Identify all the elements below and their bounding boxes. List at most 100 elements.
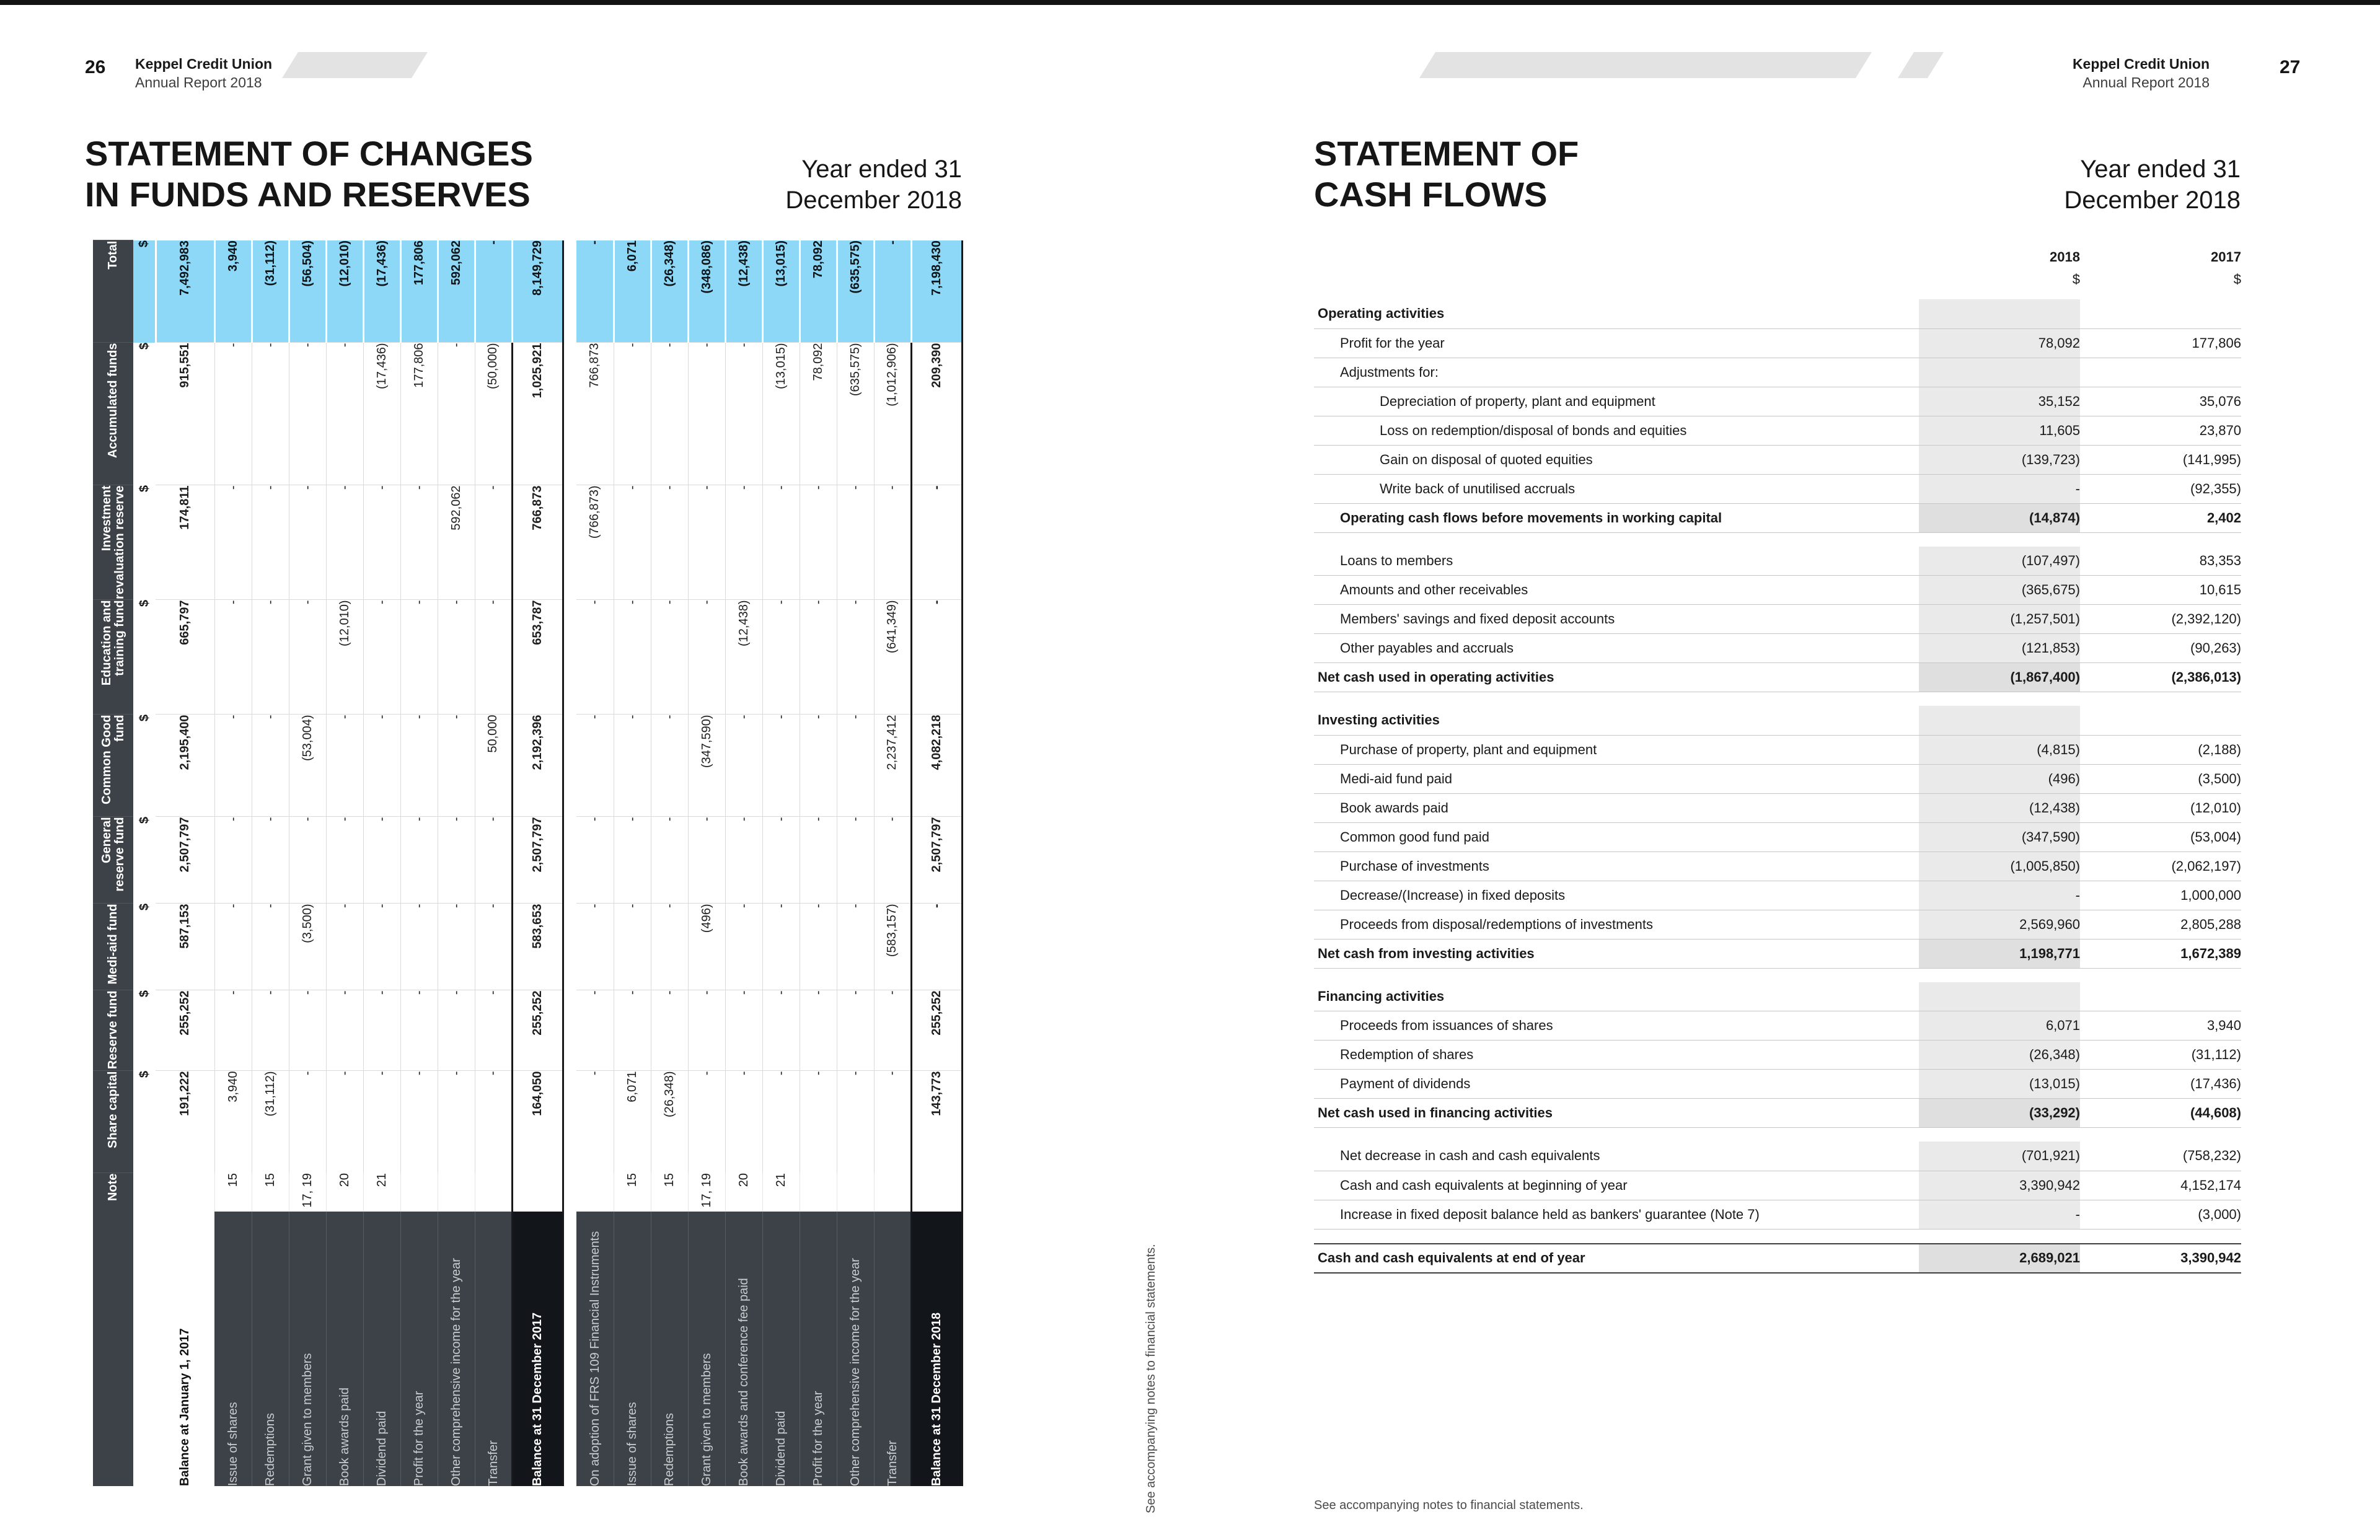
- value-cell: -: [614, 904, 651, 990]
- funds-row: Book awards and conference fee paid 20- - -…: [725, 240, 762, 1486]
- funds-row: Issue of shares 15 6,071- - - - - - -6,071: [614, 240, 651, 1486]
- currency-cell: $: [137, 817, 151, 824]
- value-2017-cell: (17,436): [2080, 1069, 2241, 1099]
- value-cell: 209,390: [911, 343, 962, 485]
- currency-cell: $: [137, 600, 151, 607]
- row-label-cell: Medi-aid fund paid: [1314, 764, 1919, 794]
- row-label-cell: Balance at 31 December 2017: [512, 1212, 563, 1486]
- year-header: 2017: [2211, 249, 2241, 265]
- value-2018-cell: (365,675): [1919, 575, 2080, 605]
- value-cell: -: [438, 600, 475, 715]
- row-label-cell: Operating cash flows before movements in…: [1314, 503, 1919, 533]
- value-2017-cell: (31,112): [2080, 1040, 2241, 1070]
- value-cell: -: [438, 715, 475, 817]
- fund-column-header: General reserve fund: [93, 817, 133, 904]
- spacer-row: [1314, 1128, 2241, 1142]
- value-2017-cell: (3,000): [2080, 1200, 2241, 1230]
- value-cell: -: [214, 817, 252, 904]
- value-cell: -: [874, 1071, 911, 1173]
- value-cell: -: [651, 990, 688, 1071]
- value-cell: -: [363, 1071, 400, 1173]
- value-2018-cell: -: [1919, 474, 2080, 504]
- gap-cell: [1314, 1128, 2241, 1142]
- value-cell: -: [576, 904, 614, 990]
- value-2018-cell: 2,569,960: [1919, 910, 2080, 939]
- value-cell: -: [326, 904, 363, 990]
- value-2018-cell: (347,590): [1919, 822, 2080, 852]
- year-header-row: 2018 2017: [1314, 245, 2241, 270]
- funds-row: Profit for the year - - - - - - -177,806 177,806: [400, 240, 438, 1486]
- row-label-cell: Purchase of investments: [1314, 851, 1919, 881]
- value-cell: -: [363, 904, 400, 990]
- note-cell: [156, 1173, 214, 1212]
- value-cell: -: [363, 817, 400, 904]
- value-cell: -: [252, 600, 289, 715]
- value-2017-cell: [2080, 299, 2241, 329]
- value-cell: -: [214, 343, 252, 485]
- total-cell: 8,149,729: [512, 240, 563, 343]
- value-cell: -: [725, 1071, 762, 1173]
- row-label-cell: Proceeds from issuances of shares: [1314, 1011, 1919, 1041]
- value-2018-cell: (139,723): [1919, 445, 2080, 475]
- value-cell: -: [576, 817, 614, 904]
- value-cell: -: [400, 485, 438, 600]
- row-label-cell: Issue of shares: [614, 1212, 651, 1486]
- value-2018-cell: (1,005,850): [1919, 851, 2080, 881]
- value-2018-cell: 78,092: [1919, 328, 2080, 358]
- value-cell: (1,012,906): [874, 343, 911, 485]
- value-cell: -: [725, 485, 762, 600]
- left-page-header: Keppel Credit Union Annual Report 2018: [135, 55, 272, 92]
- value-cell: -: [688, 600, 725, 715]
- value-cell: 50,000: [475, 715, 512, 817]
- value-2017-cell: (92,355): [2080, 474, 2241, 504]
- value-cell: -: [326, 1071, 363, 1173]
- value-cell: 766,873: [512, 485, 563, 600]
- cash-flow-row: Other payables and accruals (121,853) (90,…: [1314, 633, 2241, 663]
- right-period: Year ended 31 December 2018: [1991, 154, 2241, 216]
- value-cell: (641,349): [874, 600, 911, 715]
- value-cell: 164,050: [512, 1071, 563, 1173]
- currency-cell: $: [137, 904, 151, 911]
- value-cell: 665,797: [156, 600, 214, 715]
- row-label-cell: Book awards paid: [1314, 793, 1919, 823]
- value-cell: -: [800, 485, 837, 600]
- value-cell: -: [651, 343, 688, 485]
- row-label-cell: Dividend paid: [363, 1212, 400, 1486]
- value-cell: -: [800, 600, 837, 715]
- section-gap-row: [563, 240, 576, 1486]
- top-edge-bar: [0, 0, 2380, 5]
- cash-flow-row: Write back of unutilised accruals - (92,35…: [1314, 474, 2241, 504]
- value-cell: 587,153: [156, 904, 214, 990]
- value-cell: -: [400, 715, 438, 817]
- gap-cell: [1314, 968, 2241, 982]
- value-cell: -: [762, 1071, 800, 1173]
- value-cell: -: [252, 904, 289, 990]
- cash-flow-row: Payment of dividends (13,015) (17,436): [1314, 1069, 2241, 1099]
- fund-column-header: Share capital: [93, 1071, 133, 1173]
- value-cell: -: [252, 817, 289, 904]
- value-cell: -: [688, 990, 725, 1071]
- title-line: STATEMENT OF: [1314, 134, 1579, 173]
- value-2018-cell: 6,071: [1919, 1011, 2080, 1041]
- row-label-cell: Profit for the year: [800, 1212, 837, 1486]
- value-cell: -: [688, 1071, 725, 1173]
- row-label-cell: Gain on disposal of quoted equities: [1314, 445, 1919, 475]
- cash-flow-row: Proceeds from disposal/redemptions of in…: [1314, 910, 2241, 939]
- value-cell: -: [800, 904, 837, 990]
- value-2017-cell: 10,615: [2080, 575, 2241, 605]
- value-2018-cell: [1919, 299, 2080, 329]
- value-cell: -: [800, 817, 837, 904]
- value-2017-cell: 4,152,174: [2080, 1171, 2241, 1200]
- value-2018-cell: (1,867,400): [1919, 662, 2080, 692]
- cash-flow-row: Profit for the year 78,092 177,806: [1314, 328, 2241, 358]
- value-cell: -: [326, 990, 363, 1071]
- value-cell: -: [326, 485, 363, 600]
- value-cell: (635,575): [837, 343, 874, 485]
- value-2018-cell: (121,853): [1919, 633, 2080, 663]
- value-cell: -: [688, 817, 725, 904]
- total-cell: (56,504): [289, 240, 326, 343]
- row-label-cell: Increase in fixed deposit balance held a…: [1314, 1200, 1919, 1230]
- row-label-cell: Net cash used in financing activities: [1314, 1098, 1919, 1128]
- value-2017-cell: (2,386,013): [2080, 662, 2241, 692]
- value-cell: (347,590): [688, 715, 725, 817]
